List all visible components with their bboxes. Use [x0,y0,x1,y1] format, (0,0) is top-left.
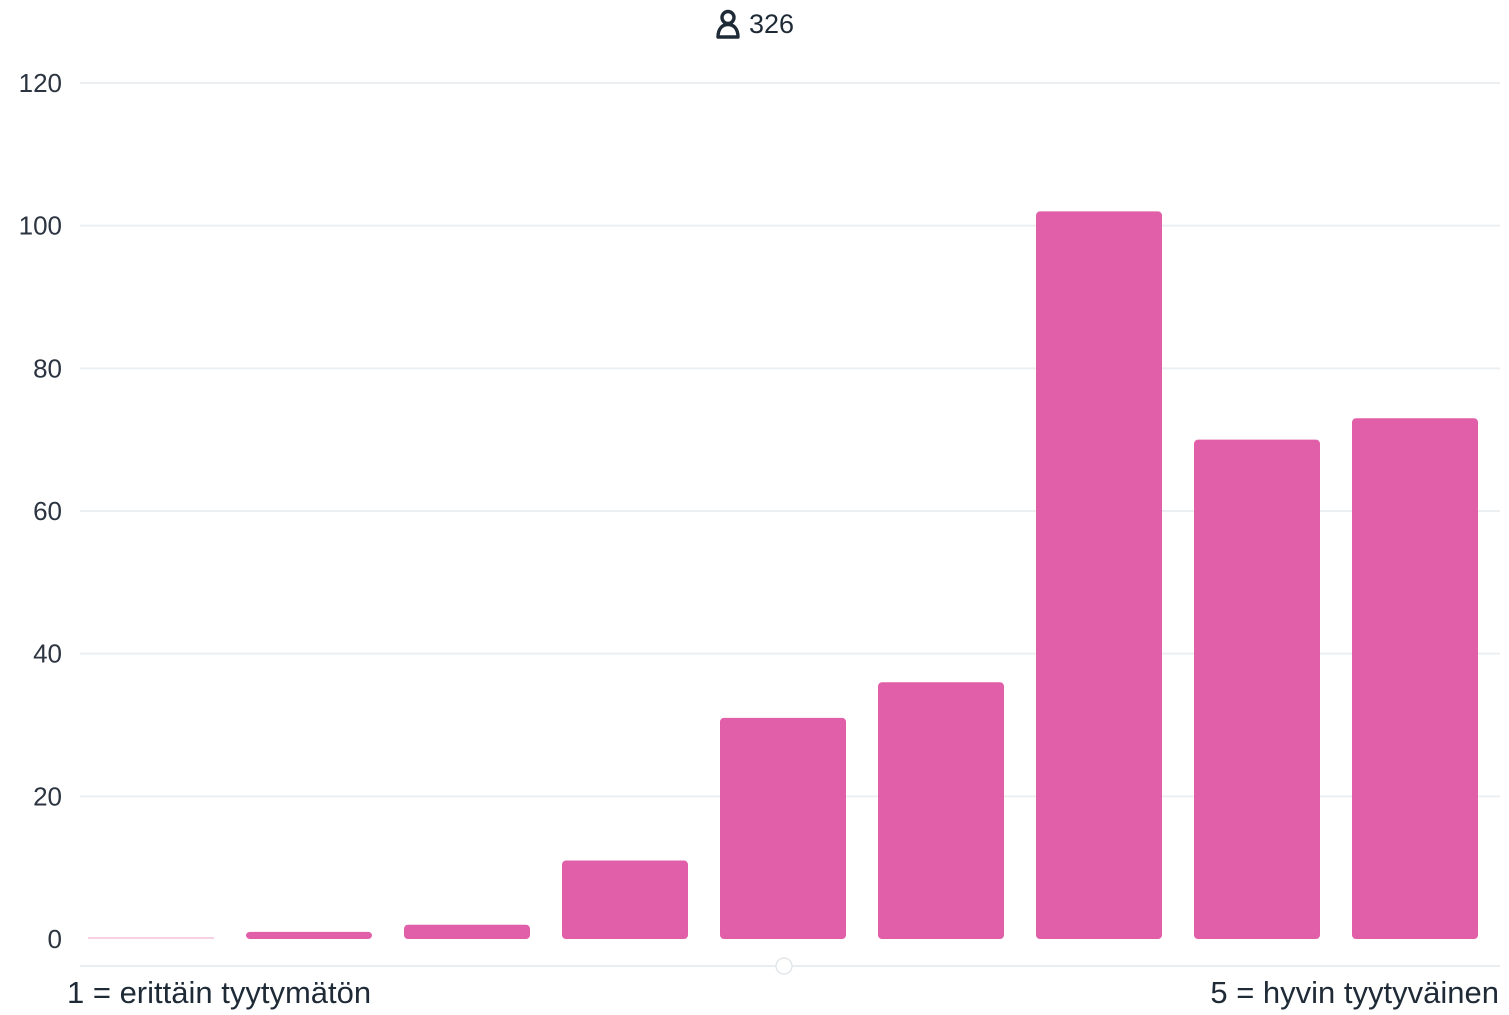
y-axis-ticks: 0 20 40 60 80 100 120 [19,68,62,954]
respondent-count-value: 326 [748,9,795,39]
bar-7[interactable] [1036,211,1162,939]
y-tick-label: 100 [19,211,62,241]
y-tick-label: 80 [33,353,62,383]
x-label-right: 5 = hyvin tyytyväinen [1210,975,1499,1010]
y-tick-label: 120 [19,68,62,98]
bar-9[interactable] [1352,418,1478,939]
bar-5[interactable] [720,717,846,939]
y-tick-label: 0 [48,924,62,954]
bar-6[interactable] [878,682,1004,939]
bars [88,211,1478,939]
respondent-count: 326 [0,6,1509,42]
y-tick-label: 20 [33,781,62,811]
bar-8[interactable] [1194,439,1320,939]
bar-1[interactable] [88,937,214,939]
y-tick-label: 40 [33,639,62,669]
bar-4[interactable] [562,860,688,939]
bar-2[interactable] [246,931,372,939]
x-label-left: 1 = erittäin tyytymätön [67,975,372,1010]
scroll-handle [775,957,793,975]
person-icon [716,9,740,39]
y-tick-label: 60 [33,496,62,526]
bar-3[interactable] [404,924,530,939]
